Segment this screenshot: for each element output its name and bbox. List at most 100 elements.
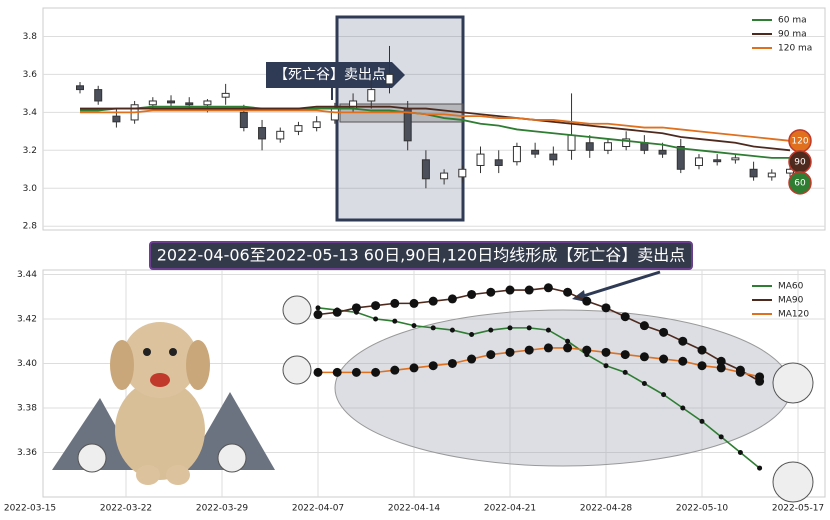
candle-body xyxy=(167,100,176,104)
decoration xyxy=(52,295,814,503)
candle-body xyxy=(294,125,303,132)
candle-body xyxy=(94,89,103,102)
candle-body xyxy=(694,157,703,166)
ma-dot xyxy=(582,296,592,306)
candle-body xyxy=(458,168,467,178)
ma-dot xyxy=(351,303,361,313)
ma-dot xyxy=(505,285,515,295)
candle-body xyxy=(385,73,394,85)
ma-dot xyxy=(603,363,609,369)
legend-label: MA120 xyxy=(778,310,809,320)
ma-dot xyxy=(351,367,361,377)
candle-body xyxy=(512,146,521,163)
ma-dot xyxy=(469,332,475,338)
ma-dot xyxy=(678,336,688,346)
ma-dot xyxy=(447,358,457,368)
x-tick-label: 2022-04-28 xyxy=(580,504,633,514)
ma-dot xyxy=(699,418,705,424)
top-plot-frame xyxy=(42,7,826,231)
ma-dot xyxy=(313,310,323,320)
y-tick-label: 3.42 xyxy=(17,314,37,324)
candle-body xyxy=(531,149,540,155)
ma-dot xyxy=(582,345,592,355)
ma-dot xyxy=(332,307,342,317)
ma-line xyxy=(317,307,761,469)
banner-box xyxy=(149,241,693,270)
candle-body xyxy=(549,153,558,161)
ma-dot xyxy=(718,434,724,440)
ma-dot xyxy=(620,312,630,322)
ma-dot xyxy=(680,405,686,411)
x-tick-label: 2022-04-14 xyxy=(388,504,441,514)
candle-body xyxy=(239,111,248,129)
legend-label: 60 ma xyxy=(778,16,807,26)
ma-dot xyxy=(620,350,630,360)
ma-dot xyxy=(697,361,707,371)
candle-body xyxy=(658,149,667,155)
candle-body xyxy=(258,127,267,140)
ma-dot xyxy=(409,363,419,373)
x-tick-label: 2022-03-15 xyxy=(4,504,56,514)
ma-dot xyxy=(755,372,765,382)
ma-dot xyxy=(661,392,667,398)
end-badge-label: 120 xyxy=(791,136,808,146)
ma-dot xyxy=(447,294,457,304)
ma-dot xyxy=(428,296,438,306)
end-badge-label: 90 xyxy=(794,157,806,167)
ma-dot xyxy=(467,354,477,364)
y-tick-label: 3.38 xyxy=(17,403,37,413)
y-tick-label: 3.2 xyxy=(23,146,37,156)
candle-body xyxy=(148,100,157,106)
legend-label: MA60 xyxy=(778,282,804,292)
x-tick-label: 2022-05-10 xyxy=(676,504,729,514)
y-tick-label: 3.4 xyxy=(23,108,38,118)
ma-dot xyxy=(563,287,573,297)
legend-label: MA90 xyxy=(778,296,804,306)
y-tick-label: 3.44 xyxy=(17,270,37,280)
ma-line xyxy=(80,105,790,159)
candle-body xyxy=(203,100,212,106)
ma-dot xyxy=(486,350,496,360)
y-tick-label: 3.40 xyxy=(17,359,37,369)
ma-dot xyxy=(565,338,571,344)
y-tick-label: 3.8 xyxy=(23,32,38,42)
ma-dot xyxy=(390,298,400,308)
annotation: 【死亡谷】卖出点 xyxy=(274,67,386,83)
candle-body xyxy=(312,121,321,129)
ma-dot xyxy=(430,325,436,331)
ma-dot xyxy=(392,318,398,324)
candle-body xyxy=(622,138,631,148)
ma-dot xyxy=(716,363,726,373)
y-tick-label: 3.0 xyxy=(23,184,38,194)
ma-dot xyxy=(507,325,513,331)
y-tick-label: 3.36 xyxy=(17,448,37,458)
ma-dot xyxy=(697,345,707,355)
y-tick-label: 3.6 xyxy=(23,70,38,80)
ma-dot xyxy=(639,352,649,362)
candle-body xyxy=(567,134,576,151)
candle-body xyxy=(731,157,740,161)
ma-dot xyxy=(545,327,551,333)
ma-dot xyxy=(488,327,494,333)
ma-dot xyxy=(641,381,647,386)
candle-body xyxy=(585,142,594,151)
ma-dot xyxy=(639,321,649,331)
end-badge-label: 60 xyxy=(794,178,806,188)
ma-dot xyxy=(467,289,477,299)
ma-dot xyxy=(486,287,496,297)
ma-dot xyxy=(390,365,400,375)
annotation-box xyxy=(266,62,405,88)
ma-dot xyxy=(371,367,381,377)
ma-dot xyxy=(601,303,611,313)
x-tick-label: 2022-05-17 xyxy=(772,504,824,514)
candle-body xyxy=(367,89,376,102)
ma-dot xyxy=(737,449,743,455)
candle-body xyxy=(421,159,430,180)
ma-dot xyxy=(371,301,381,311)
ma-dot xyxy=(505,347,515,357)
ma-dot xyxy=(563,343,573,353)
candle-body xyxy=(330,108,339,121)
candle-body xyxy=(112,115,121,123)
candle-body xyxy=(221,92,230,98)
